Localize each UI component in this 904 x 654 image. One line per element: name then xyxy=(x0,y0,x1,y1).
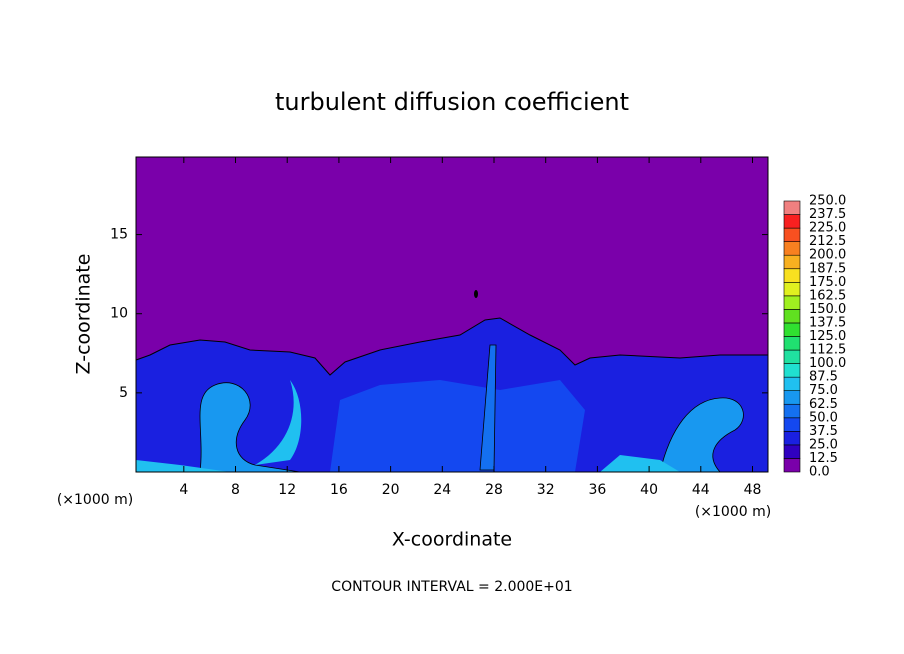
colorbar-label: 125.0 xyxy=(809,329,846,344)
colorbar-label: 187.5 xyxy=(809,261,846,276)
colorbar-box xyxy=(783,241,801,256)
colorbar-label: 162.5 xyxy=(809,288,846,303)
x-tick-label: 24 xyxy=(433,482,451,498)
x-tick-label: 12 xyxy=(278,482,296,498)
colorbar-box xyxy=(783,458,801,473)
colorbar-box xyxy=(783,322,801,337)
chart-title: turbulent diffusion coefficient xyxy=(275,88,629,116)
colorbar-box xyxy=(783,349,801,364)
x-tick-label: 28 xyxy=(485,482,503,498)
colorbar-label: 87.5 xyxy=(809,370,838,385)
x-tick-label: 48 xyxy=(744,482,762,498)
plume xyxy=(479,344,497,471)
colorbar-box xyxy=(783,336,801,351)
x-tick-label: 44 xyxy=(692,482,710,498)
swirl xyxy=(199,382,301,473)
colorbar-box xyxy=(783,200,801,215)
colorbar-box xyxy=(783,403,801,419)
x-tick-label: 16 xyxy=(330,482,348,498)
colorbar-box xyxy=(783,417,801,432)
colorbar-box xyxy=(783,254,801,270)
field xyxy=(135,157,769,473)
y-tick-label: 15 xyxy=(110,227,128,243)
colorbar-label: 50.0 xyxy=(809,410,838,425)
colorbar-box xyxy=(783,431,801,446)
colorbar-label: 37.5 xyxy=(809,424,838,439)
colorbar-label: 0.0 xyxy=(809,465,830,480)
colorbar-box xyxy=(783,295,801,310)
colorbar-box xyxy=(783,444,801,459)
colorbar-label: 12.5 xyxy=(809,451,838,466)
swirl xyxy=(255,380,302,465)
colorbar-box xyxy=(783,281,801,297)
colorbar-box xyxy=(783,309,801,324)
colorbar-box xyxy=(783,268,801,283)
colorbar-label: 75.0 xyxy=(809,383,838,398)
colorbar-label: 25.0 xyxy=(809,437,838,452)
y-tick-label: 5 xyxy=(119,385,128,401)
colorbar-label: 150.0 xyxy=(809,302,846,317)
x-tick-label: 36 xyxy=(588,482,606,498)
x-tick-label: 32 xyxy=(537,482,555,498)
colorbar-label: 237.5 xyxy=(809,207,846,222)
x-unit-label: (×1000 m) xyxy=(695,504,771,520)
x-tick-label: 8 xyxy=(231,482,240,498)
plot-frame xyxy=(135,156,769,473)
colorbar-box xyxy=(783,227,801,242)
colorbar-label: 137.5 xyxy=(809,315,846,330)
y-unit-label: (×1000 m) xyxy=(57,492,133,508)
colorbar-label: 175.0 xyxy=(809,275,846,290)
colorbar-label: 112.5 xyxy=(809,343,846,358)
x-tick-label: 40 xyxy=(640,482,658,498)
annotation: CONTOUR INTERVAL = 2.000E+01 xyxy=(331,579,572,595)
turbulent-core xyxy=(330,380,585,472)
colorbar-label: 212.5 xyxy=(809,234,846,249)
colorbar-label: 250.0 xyxy=(809,194,846,209)
colorbar-box xyxy=(783,390,801,405)
swirl xyxy=(136,460,230,472)
swirl xyxy=(600,455,680,472)
colorbar-label: 100.0 xyxy=(809,356,846,371)
x-axis-label: X-coordinate xyxy=(392,529,512,551)
x-tick-label: 20 xyxy=(382,482,400,498)
y-tick-label: 10 xyxy=(110,306,128,322)
colorbar-label: 225.0 xyxy=(809,221,846,236)
y-axis-label: Z-coordinate xyxy=(73,254,95,375)
swirl xyxy=(659,397,744,473)
colorbar-label: 62.5 xyxy=(809,397,838,412)
x-tick-label: 4 xyxy=(179,482,188,498)
colorbar-box xyxy=(783,363,801,378)
colorbar-box xyxy=(783,214,801,229)
blob xyxy=(474,290,478,298)
colorbar-box xyxy=(783,376,801,391)
colorbar-label: 200.0 xyxy=(809,248,846,263)
